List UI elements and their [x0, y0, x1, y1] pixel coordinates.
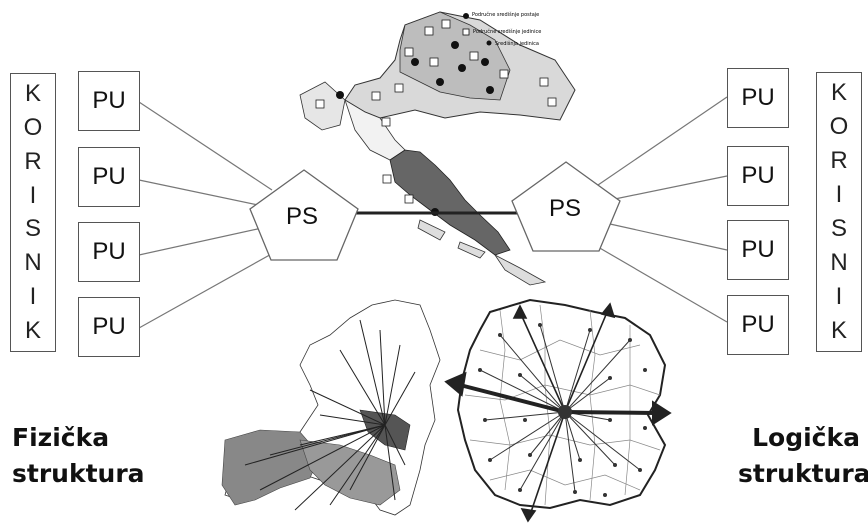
- user-letter: N: [830, 249, 848, 276]
- user-letter: I: [835, 181, 843, 208]
- caption-line: struktura: [738, 459, 868, 488]
- user-letter: S: [24, 215, 41, 243]
- map-legend-item: Područne središnje postaje: [472, 12, 540, 18]
- europe-map: [221, 299, 441, 516]
- user-letter: I: [29, 181, 37, 209]
- left-pu-box: PU: [78, 297, 140, 357]
- user-letter: K: [830, 79, 847, 106]
- croatia-map: [299, 11, 576, 286]
- user-letter: R: [24, 147, 42, 175]
- right-pu-box: PU: [727, 146, 789, 206]
- user-letter: I: [29, 283, 37, 311]
- legend-dot-icon: [463, 13, 469, 19]
- user-letter: N: [24, 249, 42, 277]
- right-pu-box: PU: [727, 68, 789, 128]
- left-pu-box: PU: [78, 71, 140, 131]
- user-letter: S: [830, 215, 847, 242]
- user-letter: K: [24, 79, 41, 107]
- left-connectors: [138, 101, 276, 329]
- user-letter: R: [830, 147, 848, 174]
- caption-line: struktura: [12, 459, 145, 488]
- right-pu-box: PU: [727, 220, 789, 280]
- logical-center-icon: [558, 405, 572, 419]
- caption-line: Fizička: [12, 423, 110, 452]
- map-legend-item: Područne središnje jedinice: [473, 29, 542, 35]
- left-ps-label: PS: [286, 203, 319, 230]
- left-pu-box: PU: [78, 222, 140, 282]
- left-pu-box: PU: [78, 147, 140, 207]
- user-letter: K: [830, 317, 847, 344]
- map-legend-item: Središnja jedinica: [495, 41, 539, 47]
- right-pu-box: PU: [727, 295, 789, 355]
- caption-line: Logička: [752, 423, 860, 452]
- legend-square-icon: [462, 28, 470, 36]
- logical-structure-caption: Logička struktura: [738, 420, 868, 492]
- user-letter: K: [24, 317, 41, 344]
- right-connectors: [597, 96, 728, 323]
- user-letter: I: [835, 283, 843, 310]
- legend-center-icon: [486, 40, 492, 46]
- left-user-box: K O R I S N I K: [10, 73, 56, 352]
- user-letter: O: [829, 113, 849, 140]
- physical-structure-caption: Fizička struktura: [12, 420, 145, 492]
- right-ps-node: [511, 161, 621, 252]
- right-ps-label: PS: [549, 195, 582, 222]
- user-letter: O: [23, 113, 43, 141]
- logical-map: [444, 298, 672, 523]
- right-user-box: K O R I S N I K: [816, 72, 862, 352]
- left-ps-node: [249, 169, 359, 261]
